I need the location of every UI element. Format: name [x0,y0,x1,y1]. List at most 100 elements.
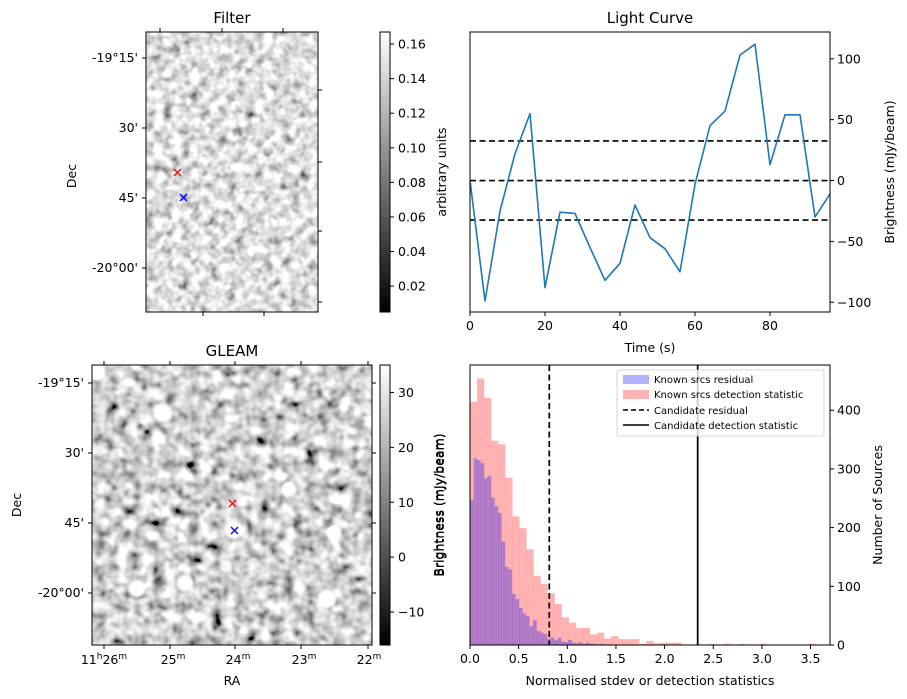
light-curve-xtick-label: 40 [612,318,628,333]
histogram-bar-residual [477,460,481,645]
histogram-left-ylabel: Brightness (mJy/beam) [432,433,447,576]
histogram-bar-residual [533,620,537,645]
light-curve-line [470,43,830,302]
candidate-marker [173,168,182,177]
filter-colorbar-tick-label: 0.04 [398,244,426,259]
light-curve-panel: Light Curve 0 20 40 60 80 −100 −50 0 50 100 Time … [466,9,897,355]
histogram-bar-detection [533,575,541,645]
histogram-bar-residual [585,642,590,645]
filter-colorbar-tick-label: 0.02 [398,279,426,294]
histogram-xtick-label: 0.5 [509,651,529,666]
histogram-bar-detection [618,639,626,645]
histogram-bar-residual [599,643,604,645]
histogram-ytick-label: 300 [837,461,861,476]
bright-source [127,579,147,599]
filter-colorbar-label: arbitrary units [434,127,449,216]
gleam-ra-tick-label: 24m [226,652,251,667]
histogram-bar-detection [547,593,555,645]
filter-colorbar-tick-label: 0.08 [398,175,426,190]
histogram-xtick-label: 1.0 [557,651,577,666]
histogram-bar-detection [738,643,746,645]
bright-source [325,524,343,542]
histogram-bar-detection [653,643,661,645]
gleam-colorbar-tick-label: 30 [398,385,414,400]
light-curve-ylabel: Brightness (mJy/beam) [882,100,897,243]
gleam-frame [91,364,373,646]
filter-colorbar-tick-label: 0.10 [398,140,426,155]
histogram-bar-detection [582,627,591,645]
histogram-bar-residual [508,569,513,645]
histogram-bar-residual [540,632,544,645]
histogram-bar-detection [625,639,633,645]
light-curve-xtick-label: 80 [762,318,778,333]
histogram-bar-detection [632,639,640,645]
histogram-ytick-label: 100 [837,579,861,594]
gleam-title: GLEAM [206,342,259,360]
filter-dec-ticks: -19°15' 30' 45' -20°00' [92,28,322,316]
histogram-bar-detection [604,638,612,645]
histogram-xtick-label: 2.5 [703,651,723,666]
light-curve-ytick-label: 50 [837,112,853,127]
light-curve-ytick-label: 100 [837,51,861,66]
legend-swatch-detection [623,390,649,399]
legend-label: Known srcs detection statistic [654,390,803,401]
light-curve-xtick-label: 20 [537,318,553,333]
histogram-bar-residual [568,639,572,645]
histogram-bar-detection [498,444,506,645]
histogram-xtick-label: 1.5 [606,651,626,666]
histogram-bar-detection [667,642,675,645]
histogram-bar-detection [674,642,682,645]
gleam-dec-tick-label: -20°00' [38,585,84,600]
filter-colorbar: 0.02 0.04 0.06 0.08 0.10 0.12 0.14 0.16 arbitra… [379,31,449,313]
light-curve-xlabel: Time (s) [624,340,676,355]
gleam-dec-ticks: -19°15' 30' 45' -20°00' [38,375,376,600]
gleam-colorbar-tick-label: 20 [398,440,414,455]
histogram-bar-detection [808,643,816,645]
legend-label: Candidate detection statistic [654,421,798,432]
histogram-bar-detection [505,477,513,645]
histogram-xtick-label: 0.0 [460,651,480,666]
histogram-bar-detection [575,627,584,645]
histogram-bar-detection [526,549,534,645]
filter-colorbar-tick-label: 0.14 [398,71,426,86]
filter-dec-tick-label: -20°00' [92,260,138,275]
histogram-bar-detection [660,642,668,645]
histogram-bar-detection [568,622,576,645]
histogram-bar-detection [512,516,520,645]
gleam-colorbar: −10 0 10 20 30 Brightness (mJy/beam) [379,364,446,646]
gleam-ra-tick-label: 25m [161,652,186,667]
histogram-bar-residual [505,566,509,645]
faint-source [324,376,336,388]
histogram-bar-detection [519,528,527,645]
histogram-bar-detection [561,617,569,645]
filter-panel: Filter -19°15' 30' 45' -20°00' Dec [64,9,449,316]
filter-ylabel: Dec [64,164,79,188]
histogram-bar-residual [484,478,488,645]
faint-source [92,439,105,453]
filter-frame [145,31,319,313]
histogram-bar-residual [578,642,583,645]
histogram-bar-detection [596,632,605,645]
histogram-bar-residual [589,643,593,645]
histogram-ytick-label: 0 [837,638,845,653]
histogram-bar-residual [557,637,562,645]
light-curve-xtick-label: 0 [466,318,474,333]
histogram-bar-detection [639,643,647,645]
filter-colorbar-tick-label: 0.12 [398,106,426,121]
histogram-bar-detection [484,397,492,645]
light-curve-frame [469,31,831,313]
bright-source [152,402,174,424]
known-source-marker [230,526,239,535]
histogram-bar-residual [501,541,506,645]
gleam-ylabel: Dec [9,493,24,517]
gleam-dec-tick-label: 30' [65,445,84,460]
faint-source [186,430,200,444]
bright-source [175,573,195,593]
light-curve-xtick-label: 60 [687,318,703,333]
histogram-bar-residual [561,641,565,645]
histogram-ytick-label: 400 [837,403,861,418]
filter-dec-tick-label: -19°15' [92,50,138,65]
histogram-bar-residual [491,497,495,645]
bright-source [92,365,108,383]
